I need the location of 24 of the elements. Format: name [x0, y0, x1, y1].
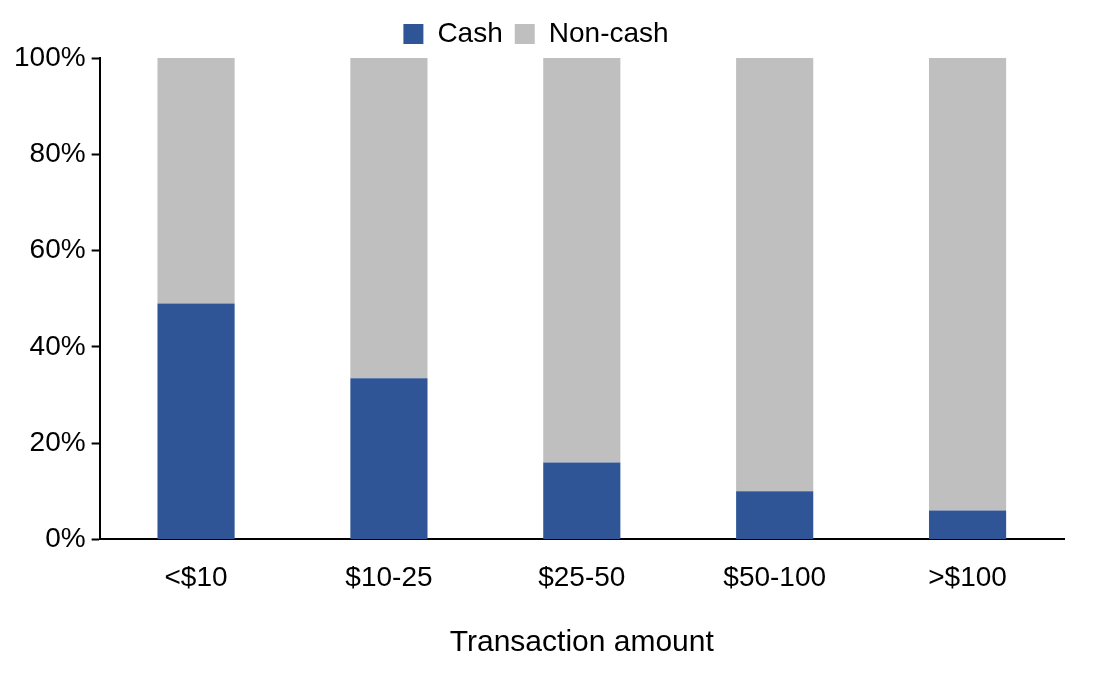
x-axis-title: Transaction amount [449, 624, 715, 658]
bar [543, 58, 621, 463]
legend-label: Cash [437, 16, 503, 48]
y-tick-label: 0% [45, 522, 86, 554]
x-tick-label: $10-25 [345, 560, 433, 592]
y-tick-label: 80% [29, 137, 86, 168]
bar [928, 58, 1007, 511]
bar [350, 378, 428, 539]
bar [157, 58, 235, 304]
x-tick-label: >$100 [928, 560, 1007, 592]
y-tick-label: 40% [29, 329, 86, 361]
x-tick-label: $50-100 [723, 560, 827, 592]
bar [736, 58, 814, 492]
x-tick-label: $25-50 [538, 560, 626, 592]
legend-label: Non-cash [548, 16, 669, 48]
x-tick-label: <$10 [164, 560, 228, 592]
bar [543, 462, 621, 539]
bar [350, 58, 428, 379]
bar [157, 303, 235, 539]
y-tick-label: 60% [29, 233, 86, 265]
bar [736, 491, 814, 539]
y-tick-label: 100% [13, 40, 86, 72]
bar [928, 510, 1007, 539]
y-tick-label: 20% [29, 425, 86, 457]
